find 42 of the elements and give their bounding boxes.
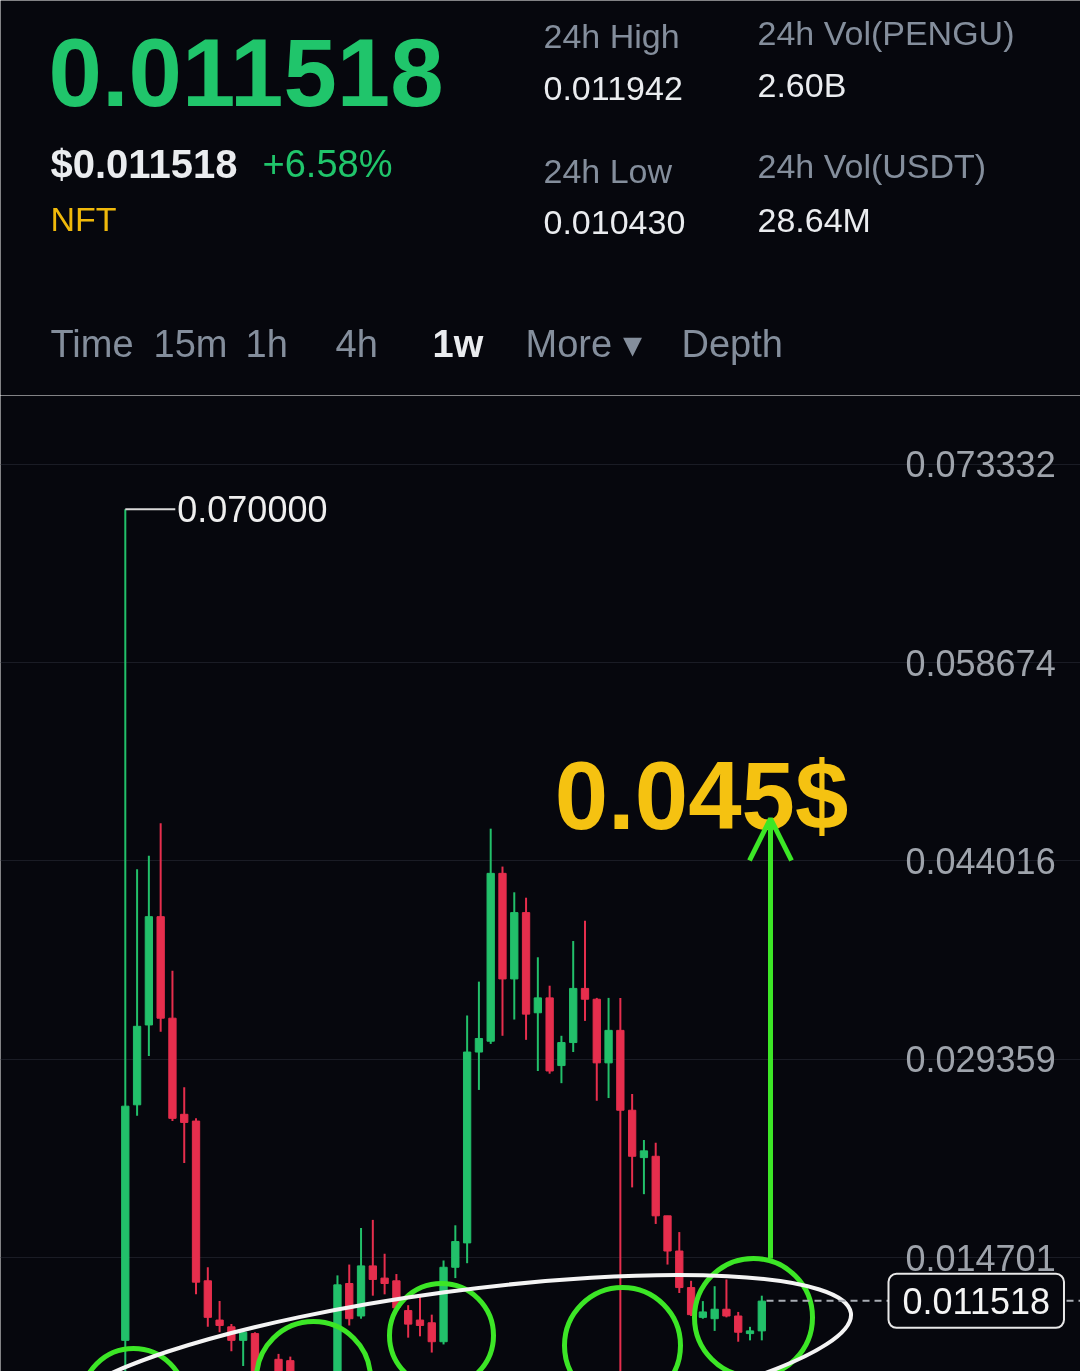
y-tick-label: 0.073332 <box>905 444 1056 486</box>
candlestick <box>639 1139 649 1196</box>
y-tick-label: 0.014701 <box>905 1237 1056 1279</box>
text: 24h High <box>543 16 680 55</box>
text: 1h <box>245 322 288 365</box>
candlestick <box>368 1218 377 1297</box>
y-tick-label: 0.058674 <box>905 642 1056 684</box>
candlestick <box>580 919 590 1022</box>
text: Time <box>50 322 134 365</box>
text: NFT <box>50 199 117 238</box>
text: 4h <box>335 322 378 365</box>
candlestick <box>427 1313 436 1354</box>
ref-line-label: 0.011518 <box>902 1280 1050 1322</box>
candlestick <box>180 1086 189 1165</box>
y-tick-label: 0.044016 <box>905 840 1056 882</box>
text: 0.011942 <box>543 69 683 107</box>
y-tick-label: 0.029359 <box>905 1039 1056 1081</box>
text: 1w <box>432 322 484 365</box>
text: 24h Vol(USDT) <box>757 146 987 185</box>
text: 15m <box>153 322 228 365</box>
text: $0.011518 <box>50 141 238 186</box>
text: 0.010430 <box>543 203 686 241</box>
text: 0.011518 <box>48 19 444 126</box>
text: Depth <box>681 322 783 365</box>
annotation: 0.070000 <box>177 489 328 531</box>
candlestick <box>380 1252 389 1296</box>
candlestick <box>404 1304 413 1339</box>
candlestick <box>722 1278 731 1319</box>
candlestick <box>533 956 542 1072</box>
annotation: 0.045$ <box>554 742 849 849</box>
candlestick <box>215 1300 224 1334</box>
text: 28.64M <box>757 200 871 239</box>
candlestick <box>474 980 484 1091</box>
text: +6.58% <box>262 142 393 185</box>
text: 24h Low <box>543 151 673 190</box>
text: 2.60B <box>757 65 847 104</box>
text: More ▾ <box>525 322 642 365</box>
text: 24h Vol(PENGU) <box>757 13 1015 52</box>
candlestick <box>415 1296 425 1338</box>
candlestick <box>710 1285 719 1332</box>
candlestick <box>734 1310 743 1343</box>
candlestick <box>557 1034 566 1085</box>
